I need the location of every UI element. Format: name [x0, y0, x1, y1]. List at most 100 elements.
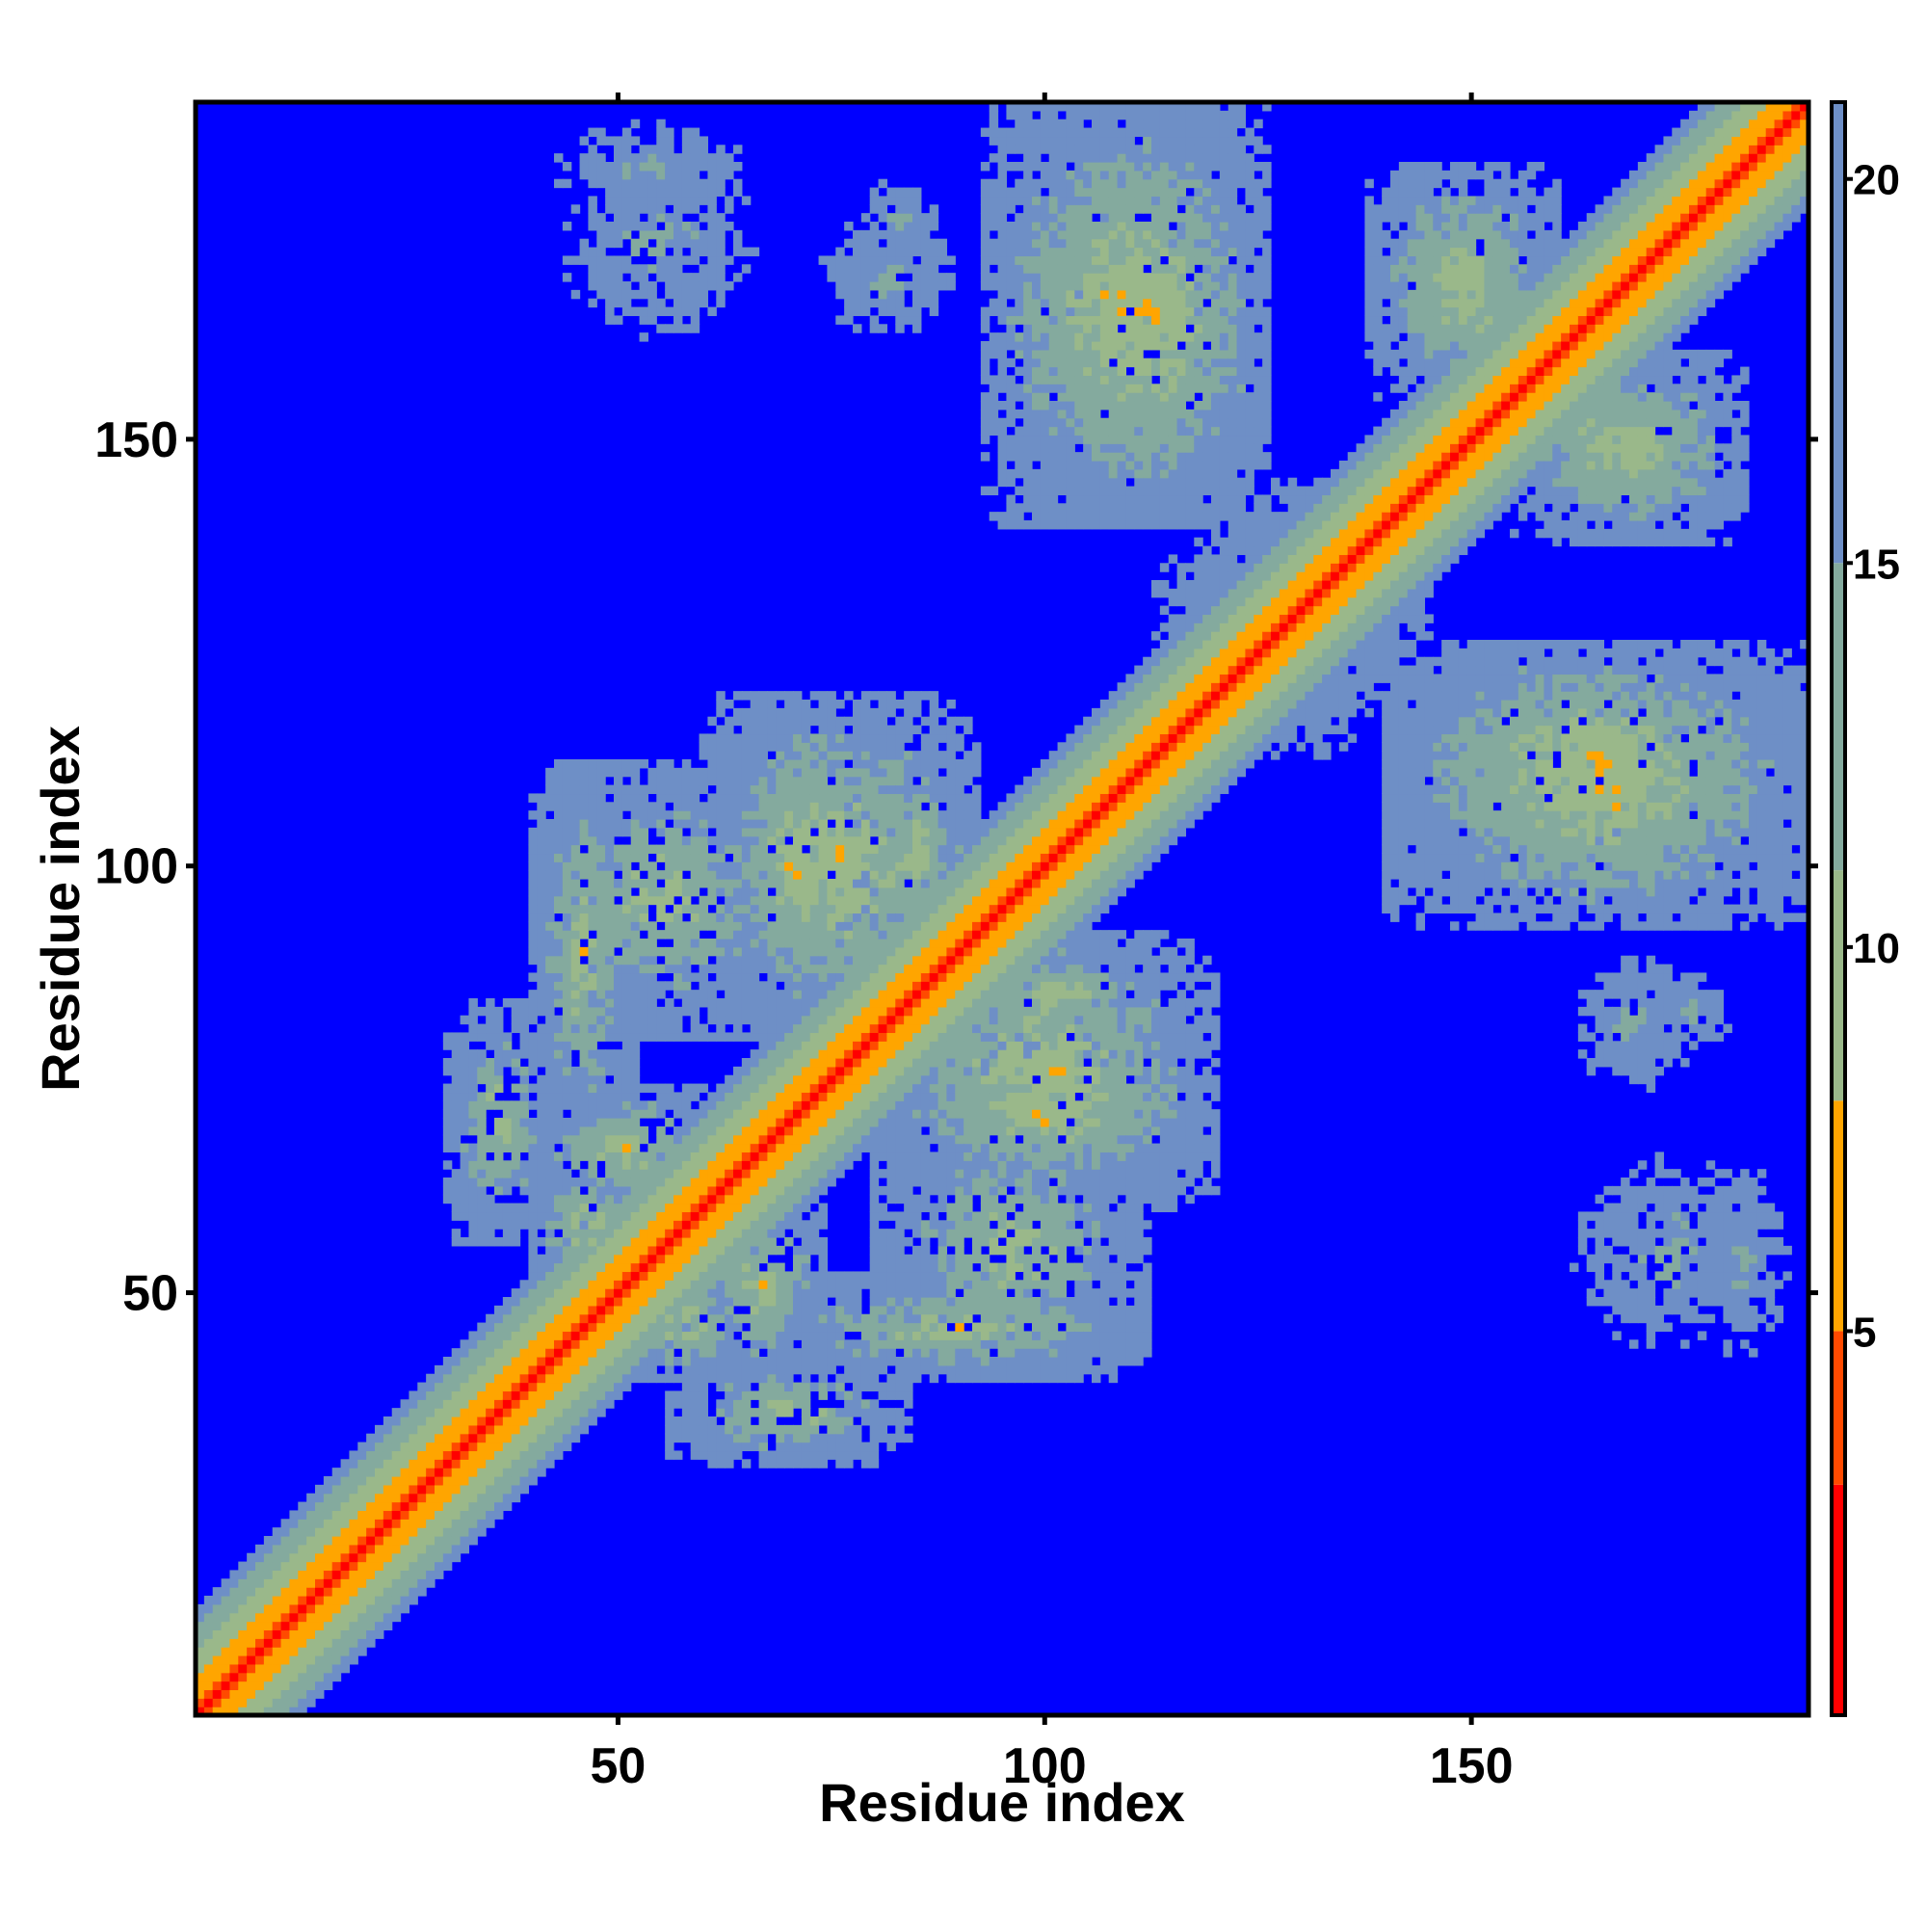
heatmap-cell [869, 1066, 880, 1076]
heatmap-cell [801, 793, 811, 803]
heatmap-cell [776, 1066, 785, 1076]
heatmap-cell [331, 1536, 342, 1546]
heatmap-cell [519, 1468, 530, 1477]
heatmap-cell [878, 1058, 888, 1068]
heatmap-cell [656, 990, 666, 999]
heatmap-cell [725, 1322, 734, 1333]
heatmap-cell [621, 1023, 632, 1034]
heatmap-cell [570, 990, 581, 999]
heatmap-cell [263, 1698, 274, 1707]
heatmap-cell [605, 1373, 615, 1384]
heatmap-cell [750, 827, 760, 837]
heatmap-cell [621, 1357, 632, 1366]
heatmap-cell [263, 1629, 274, 1639]
heatmap-cell [793, 1125, 803, 1136]
heatmap-cell [699, 1322, 709, 1333]
heatmap-cell [306, 1527, 316, 1537]
heatmap-cell [203, 1655, 214, 1665]
heatmap-cell [835, 1322, 845, 1333]
heatmap-cell [750, 1297, 760, 1307]
heatmap-cell [229, 1587, 239, 1597]
heatmap-cell [878, 1066, 888, 1076]
heatmap-cell [767, 1450, 777, 1460]
heatmap-cell [400, 1552, 410, 1563]
heatmap-cell [375, 1570, 384, 1579]
heatmap-cell [869, 1125, 880, 1136]
heatmap-cell [681, 170, 692, 180]
heatmap-cell [605, 921, 615, 931]
heatmap-cell [681, 1006, 692, 1017]
heatmap-cell [229, 1570, 239, 1579]
heatmap-cell [869, 1151, 880, 1161]
heatmap-cell [827, 1313, 836, 1324]
heatmap-cell [741, 972, 752, 982]
heatmap-cell [315, 1596, 325, 1605]
heatmap-cell [750, 861, 760, 871]
heatmap-cell [886, 298, 896, 308]
heatmap-cell [733, 1229, 743, 1238]
heatmap-cell [793, 1245, 803, 1256]
heatmap-cell [511, 1450, 521, 1460]
heatmap-cell [886, 707, 896, 718]
heatmap-cell [690, 1262, 700, 1273]
heatmap-cell [596, 870, 606, 880]
heatmap-cell [554, 802, 564, 811]
heatmap-cell [537, 1203, 546, 1213]
heatmap-cell [323, 1476, 333, 1486]
heatmap-cell [681, 1125, 692, 1136]
heatmap-cell [725, 1109, 734, 1119]
heatmap-cell [801, 1125, 811, 1136]
heatmap-cell [750, 1049, 760, 1059]
heatmap-cell [809, 1364, 820, 1375]
heatmap-cell [596, 776, 606, 786]
heatmap-cell [716, 1143, 726, 1153]
heatmap-cell [238, 1596, 248, 1605]
heatmap-cell [767, 1408, 777, 1417]
heatmap-cell [725, 870, 734, 880]
heatmap-cell [579, 1313, 590, 1324]
heatmap-cell [895, 1118, 905, 1127]
heatmap-cell [570, 767, 581, 778]
heatmap-cell [673, 238, 683, 249]
heatmap-cell [426, 1416, 436, 1426]
heatmap-cell [869, 751, 880, 760]
heatmap-cell [758, 1015, 769, 1025]
heatmap-cell [639, 964, 649, 974]
heatmap-cell [596, 1322, 606, 1333]
heatmap-cell [229, 1629, 239, 1639]
heatmap-cell [315, 1689, 325, 1699]
heatmap-cell [776, 1348, 785, 1358]
heatmap-cell [818, 1041, 829, 1050]
heatmap-cell [809, 1032, 820, 1042]
heatmap-cell [383, 1621, 393, 1631]
heatmap-cell [784, 1066, 794, 1076]
heatmap-cell [579, 913, 590, 922]
heatmap-cell [621, 1151, 632, 1161]
heatmap-cell [904, 1373, 913, 1384]
heatmap-cell [699, 1339, 709, 1349]
heatmap-cell [486, 1408, 495, 1417]
heatmap-cell [196, 1681, 205, 1691]
heatmap-cell [793, 1006, 803, 1017]
heatmap-cell [383, 1570, 393, 1579]
heatmap-cell [784, 1390, 794, 1400]
heatmap-cell [554, 1262, 564, 1273]
heatmap-cell [681, 1271, 692, 1281]
heatmap-cell [451, 1544, 462, 1554]
heatmap-cell [375, 1519, 384, 1528]
heatmap-cell [827, 1271, 836, 1281]
heatmap-cell [639, 162, 649, 172]
heatmap-cell [630, 1185, 641, 1196]
heatmap-cell [716, 1313, 726, 1324]
heatmap-cell [853, 1382, 862, 1392]
heatmap-cell [468, 1092, 478, 1101]
heatmap-cell [835, 1280, 845, 1289]
heatmap-cell [690, 1450, 700, 1460]
heatmap-cell [426, 1536, 436, 1546]
heatmap-cell [793, 1390, 803, 1400]
heatmap-cell [639, 1305, 649, 1315]
heatmap-cell [818, 1185, 829, 1196]
heatmap-cell [528, 1280, 538, 1289]
heatmap-cell [767, 733, 777, 743]
heatmap-cell [801, 1006, 811, 1017]
